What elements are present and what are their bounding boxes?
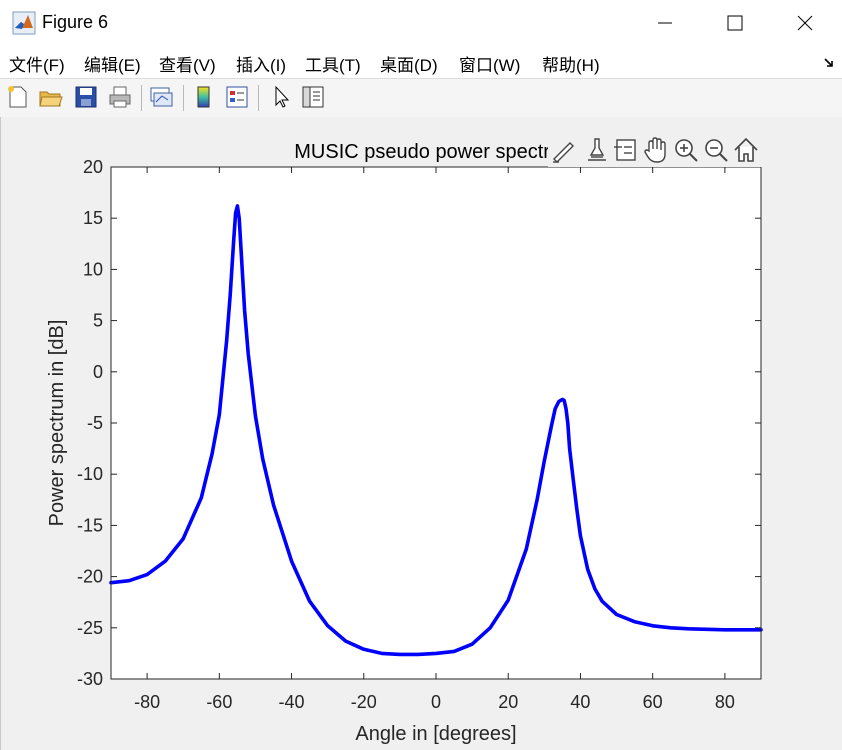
data-cursor-icon [588,138,606,161]
home-button[interactable] [732,135,760,165]
y-tick-label: 0 [93,362,103,382]
zoom-in-button[interactable] [672,135,700,165]
property-inspector-button[interactable] [300,84,326,110]
new-figure-icon [8,86,27,108]
pan-icon [644,137,666,163]
zoom-in-icon [675,139,698,162]
toolbar-separator [258,85,259,111]
y-tick-label: 5 [93,311,103,331]
toolbar-separator [183,85,184,111]
figure-canvas: 20 15 10 5 0 -5 -10 -15 -20 -25 -30 -80 -60 -40 -20 0 2… [0,117,842,750]
pan-button[interactable] [642,135,670,165]
minimize-button[interactable] [630,0,700,45]
close-icon [797,15,813,31]
data-cursor-button[interactable] [582,135,610,165]
colorbar-button[interactable] [191,84,217,110]
x-tick-label: 0 [431,692,441,712]
x-tick-label: 80 [715,692,735,712]
x-tick-label: 60 [643,692,663,712]
colorbar-icon [197,86,210,108]
menu-bar: 文件(F) 编辑(E) 查看(V) 插入(I) 工具(T) 桌面(D) 窗口(W… [0,45,842,78]
close-button[interactable] [770,0,840,45]
menu-insert[interactable]: 插入(I) [236,56,287,75]
x-tick-label: -40 [279,692,305,712]
y-axis-label: Power spectrum in [dB] [46,320,68,527]
figure-toolbar [0,78,842,118]
matlab-icon [12,11,36,35]
series-line [109,204,763,657]
edit-plot-icon [275,85,290,108]
y-tick-label: -5 [87,413,103,433]
y-tick-label: 15 [83,208,103,228]
axes-box [110,166,762,680]
legend-toggle-button[interactable] [612,135,640,165]
y-tick-label: 20 [83,157,103,177]
legend-icon [226,86,248,108]
property-inspector-icon [302,86,324,108]
print-icon [109,86,131,108]
menu-tools[interactable]: 工具(T) [305,56,361,75]
menu-desktop[interactable]: 桌面(D) [380,56,438,75]
title-bar: Figure 6 [0,0,842,45]
zoom-out-button[interactable] [702,135,730,165]
plot-area: 20 15 10 5 0 -5 -10 -15 -20 -25 -30 -80 -60 -40 -20 0 2… [46,141,763,745]
maximize-icon [727,15,743,31]
menu-window[interactable]: 窗口(W) [459,56,521,75]
legend-toggle-icon [614,139,636,161]
brush-button[interactable] [550,135,578,165]
y-tick-label: -30 [77,669,103,689]
chart-title: MUSIC pseudo power spectrum [294,141,577,163]
toolbar-separator [141,85,142,111]
home-icon [734,137,758,162]
y-tick-label: -20 [77,567,103,587]
x-tick-label: -20 [351,692,377,712]
x-tick-label: -80 [134,692,160,712]
link-plot-button[interactable] [148,84,174,110]
dock-arrow-icon[interactable] [822,56,836,70]
menu-file[interactable]: 文件(F) [9,56,65,75]
edit-plot-button[interactable] [268,84,294,110]
x-axis-label: Angle in [degrees] [355,723,516,745]
x-tick-label: 40 [570,692,590,712]
x-tick-label: 20 [498,692,518,712]
x-tick-label: -60 [206,692,232,712]
legend-button[interactable] [224,84,250,110]
y-tick-label: -25 [77,618,103,638]
y-tick-label: -10 [77,464,103,484]
brush-icon [553,142,574,163]
window-title: Figure 6 [42,12,109,32]
print-button[interactable] [107,84,133,110]
y-tick-label: 10 [83,259,103,279]
open-file-button[interactable] [38,84,64,110]
new-figure-button[interactable] [5,84,31,110]
y-tick-label: -15 [77,515,103,535]
link-plot-icon [150,87,173,107]
zoom-out-icon [705,139,728,162]
open-file-icon [39,91,63,107]
menu-help[interactable]: 帮助(H) [542,56,600,75]
axes-toolbar [548,135,763,167]
save-icon [75,86,97,108]
axes-background [111,167,761,679]
minimize-icon [658,22,672,24]
menu-view[interactable]: 查看(V) [159,56,216,75]
menu-edit[interactable]: 编辑(E) [84,56,141,75]
save-button[interactable] [73,84,99,110]
maximize-button[interactable] [700,0,770,45]
